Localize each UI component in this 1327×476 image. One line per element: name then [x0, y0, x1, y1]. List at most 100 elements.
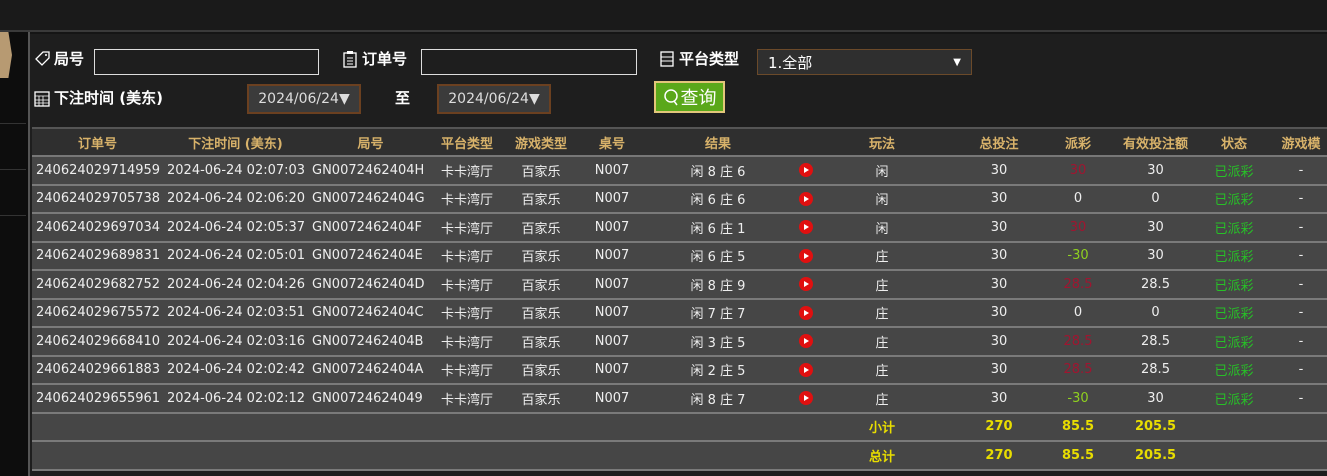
cell-bet-time: 2024-06-24 02:07:03	[163, 156, 308, 186]
cell-game-type: 百家乐	[501, 327, 581, 357]
play-video-icon[interactable]	[799, 248, 813, 263]
round-input[interactable]	[94, 49, 319, 75]
table-row[interactable]: 240624029675572 2024-06-24 02:03:51 GN0072…	[32, 298, 1327, 328]
cell-bet-type: 庄	[819, 241, 945, 271]
to-label: 至	[395, 89, 411, 107]
cell-order-no: 240624029661883	[32, 355, 163, 385]
subtotal-valid-bet: 205.5	[1103, 412, 1208, 442]
cell-bet-time: 2024-06-24 02:02:42	[163, 355, 308, 385]
header-replay	[793, 127, 819, 157]
table-row[interactable]: 240624029682752 2024-06-24 02:04:26 GN0072…	[32, 270, 1327, 300]
cell-bet-type: 闲	[819, 156, 945, 186]
cell-bet-type: 庄	[819, 270, 945, 300]
cell-payout: 28.5	[1053, 355, 1103, 385]
clipboard-icon	[343, 50, 357, 68]
empty-cell	[1260, 412, 1327, 442]
replay-cell	[793, 213, 819, 243]
cell-result: 闲 6 庄 1	[643, 213, 793, 243]
cell-game-mode: -	[1260, 384, 1327, 414]
empty-cell	[308, 441, 433, 471]
empty-cell	[643, 412, 793, 442]
cell-order-no: 240624029668410	[32, 327, 163, 357]
table-row[interactable]: 240624029705738 2024-06-24 02:06:20 GN0072…	[32, 184, 1327, 214]
cell-status: 已派彩	[1208, 355, 1260, 385]
header-total-bet: 总投注	[945, 127, 1053, 157]
empty-cell	[32, 412, 163, 442]
cell-valid-bet: 28.5	[1103, 327, 1208, 357]
round-label: 局号	[33, 48, 84, 69]
play-video-icon[interactable]	[799, 277, 813, 292]
empty-cell	[793, 441, 819, 471]
empty-cell	[581, 412, 643, 442]
total-row: 总计 270 85.5 205.5	[32, 441, 1327, 471]
cell-platform: 卡卡湾厅	[433, 384, 501, 414]
play-video-icon[interactable]	[799, 334, 813, 349]
play-video-icon[interactable]	[799, 220, 813, 235]
table-row[interactable]: 240624029714959 2024-06-24 02:07:03 GN0072…	[32, 156, 1327, 186]
cell-result: 闲 6 庄 6	[643, 184, 793, 214]
cell-platform: 卡卡湾厅	[433, 241, 501, 271]
empty-cell	[643, 441, 793, 471]
header-game-type: 游戏类型	[501, 127, 581, 157]
sidebar-item[interactable]	[0, 170, 26, 216]
header-result: 结果	[643, 127, 793, 157]
play-video-icon[interactable]	[799, 163, 813, 178]
bet-records-table: 订单号 下注时间 (美东) 局号 平台类型 游戏类型 桌号 结果 玩法 总投注 派彩 有效投注额 状态…	[32, 127, 1327, 471]
sidebar-item[interactable]	[0, 78, 26, 124]
cell-game-mode: -	[1260, 327, 1327, 357]
table-row[interactable]: 240624029655961 2024-06-24 02:02:12 GN0072…	[32, 384, 1327, 414]
date-to-picker[interactable]: 2024/06/24▼	[437, 84, 551, 114]
cell-table-no: N007	[581, 241, 643, 271]
replay-cell	[793, 184, 819, 214]
cell-table-no: N007	[581, 327, 643, 357]
cell-table-no: N007	[581, 384, 643, 414]
cell-order-no: 240624029705738	[32, 184, 163, 214]
cell-order-no: 240624029689831	[32, 241, 163, 271]
total-label: 总计	[819, 441, 945, 471]
cell-platform: 卡卡湾厅	[433, 298, 501, 328]
replay-cell	[793, 298, 819, 328]
cell-bet-time: 2024-06-24 02:06:20	[163, 184, 308, 214]
header-game-mode: 游戏模	[1260, 127, 1327, 157]
table-row[interactable]: 240624029668410 2024-06-24 02:03:16 GN0072…	[32, 327, 1327, 357]
cell-platform: 卡卡湾厅	[433, 327, 501, 357]
empty-cell	[433, 441, 501, 471]
header-bet-type: 玩法	[819, 127, 945, 157]
header-payout: 派彩	[1053, 127, 1103, 157]
cell-payout: -30	[1053, 384, 1103, 414]
cell-round-no: GN0072462404G	[308, 184, 433, 214]
cell-game-mode: -	[1260, 213, 1327, 243]
query-button[interactable]: 查询	[654, 81, 725, 113]
play-video-icon[interactable]	[799, 362, 813, 377]
empty-cell	[1208, 412, 1260, 442]
empty-cell	[32, 441, 163, 471]
play-video-icon[interactable]	[799, 391, 813, 406]
cell-total-bet: 30	[945, 298, 1053, 328]
empty-cell	[1208, 441, 1260, 471]
cell-payout: 30	[1053, 156, 1103, 186]
sidebar-active-tab[interactable]	[0, 32, 12, 78]
subtotal-total-bet: 270	[945, 412, 1053, 442]
cell-bet-type: 闲	[819, 213, 945, 243]
cell-game-mode: -	[1260, 298, 1327, 328]
table-row[interactable]: 240624029697034 2024-06-24 02:05:37 GN0072…	[32, 213, 1327, 243]
sidebar-item[interactable]	[0, 124, 26, 170]
play-video-icon[interactable]	[799, 191, 813, 206]
table-row[interactable]: 240624029661883 2024-06-24 02:02:42 GN0072…	[32, 355, 1327, 385]
cell-game-mode: -	[1260, 156, 1327, 186]
platform-select[interactable]: 1.全部 ▼	[757, 49, 972, 75]
replay-cell	[793, 156, 819, 186]
cell-game-type: 百家乐	[501, 184, 581, 214]
cell-order-no: 240624029697034	[32, 213, 163, 243]
date-from-picker[interactable]: 2024/06/24▼	[247, 84, 361, 114]
play-video-icon[interactable]	[799, 305, 813, 320]
cell-table-no: N007	[581, 156, 643, 186]
table-row[interactable]: 240624029689831 2024-06-24 02:05:01 GN0072…	[32, 241, 1327, 271]
cell-game-type: 百家乐	[501, 241, 581, 271]
order-input[interactable]	[421, 49, 637, 75]
cell-status: 已派彩	[1208, 298, 1260, 328]
cell-total-bet: 30	[945, 213, 1053, 243]
cell-bet-time: 2024-06-24 02:04:26	[163, 270, 308, 300]
cell-status: 已派彩	[1208, 327, 1260, 357]
cell-bet-type: 庄	[819, 298, 945, 328]
